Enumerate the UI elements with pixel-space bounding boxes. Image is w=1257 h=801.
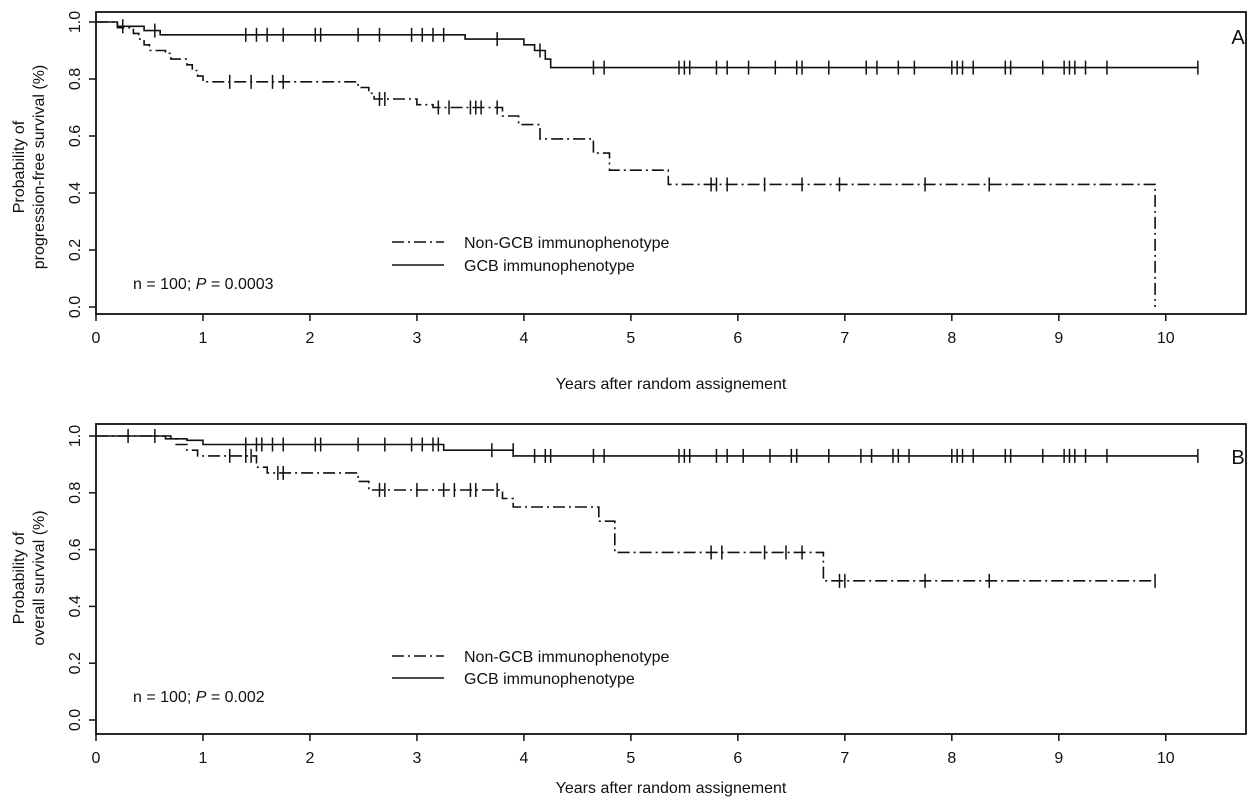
y-tick-label: 0.4: [67, 595, 84, 617]
y-axis-label-line1: Probability of: [11, 120, 28, 213]
legend: Non-GCB immunophenotype GCB immunophenot…: [392, 649, 670, 688]
x-axis-ticks: 0 1 2 3 4 5 6 7 8 9 10: [92, 314, 1175, 347]
y-tick-label: 0.2: [67, 652, 84, 674]
x-tick-label: 4: [519, 750, 528, 767]
x-tick-label: 1: [199, 330, 208, 347]
y-axis-label-line1: Probability of: [11, 531, 28, 624]
panel-b: 0 1 2 3 4 5 6 7 8 9 10 0.0 0.2 0.4 0.6 0.8 1.0 Probabil…: [11, 423, 1247, 797]
legend-label-gcb: GCB immunophenotype: [464, 258, 635, 275]
x-tick-label: 6: [733, 750, 742, 767]
x-tick-label: 3: [412, 330, 421, 347]
plot-frame: [95, 11, 1247, 315]
x-tick-label: 4: [519, 330, 528, 347]
censor-marks: [121, 19, 1199, 192]
x-tick-label: 9: [1054, 750, 1063, 767]
series-line-non-gcb: [96, 435, 1156, 582]
series-lines: [96, 21, 1198, 307]
x-tick-label: 9: [1054, 330, 1063, 347]
legend-label-gcb: GCB immunophenotype: [464, 671, 635, 688]
x-tick-label: 6: [733, 330, 742, 347]
annotation-n-p: n = 100; P = 0.0003: [133, 276, 274, 293]
legend-label-non-gcb: Non-GCB immunophenotype: [464, 235, 670, 252]
x-tick-label: 2: [306, 330, 315, 347]
x-tick-label: 5: [626, 750, 635, 767]
panel-a: 0 1 2 3 4 5 6 7 8 9 10 0.0 0.2 0.4 0.6 0.8 1.0 Probabil…: [11, 11, 1247, 393]
y-tick-label: 0.8: [67, 482, 84, 504]
y-tick-label: 0.8: [67, 68, 84, 90]
x-tick-label: 8: [947, 330, 956, 347]
x-tick-label: 5: [626, 330, 635, 347]
series-lines: [96, 435, 1198, 582]
x-tick-label: 0: [92, 750, 101, 767]
series-line-gcb: [96, 21, 1198, 69]
x-tick-label: 1: [199, 750, 208, 767]
x-axis-label: Years after random assignement: [556, 780, 787, 797]
panel-label: A: [1231, 27, 1245, 49]
y-tick-label: 0.6: [67, 538, 84, 560]
y-tick-label: 1.0: [67, 11, 84, 33]
y-tick-label: 1.0: [67, 425, 84, 447]
legend: Non-GCB immunophenotype GCB immunophenot…: [392, 235, 670, 275]
x-axis-ticks: 0 1 2 3 4 5 6 7 8 9 10: [92, 734, 1175, 767]
x-tick-label: 3: [412, 750, 421, 767]
plot-frame: [95, 423, 1247, 735]
x-tick-label: 0: [92, 330, 101, 347]
y-tick-label: 0.0: [67, 709, 84, 731]
y-axis-label-line2: overall survival (%): [31, 510, 48, 645]
x-tick-label: 2: [306, 750, 315, 767]
y-axis-ticks: 0.0 0.2 0.4 0.6 0.8 1.0: [67, 425, 96, 731]
y-tick-label: 0.2: [67, 239, 84, 261]
legend-label-non-gcb: Non-GCB immunophenotype: [464, 649, 670, 666]
panel-label: B: [1231, 447, 1244, 469]
series-line-non-gcb: [96, 21, 1156, 307]
censor-marks: [127, 429, 1199, 588]
y-axis-ticks: 0.0 0.2 0.4 0.6 0.8 1.0: [67, 11, 96, 318]
x-tick-label: 7: [840, 330, 849, 347]
y-tick-label: 0.4: [67, 182, 84, 204]
y-tick-label: 0.6: [67, 125, 84, 147]
x-tick-label: 7: [840, 750, 849, 767]
x-tick-label: 8: [947, 750, 956, 767]
x-tick-label: 10: [1157, 330, 1175, 347]
x-axis-label: Years after random assignement: [556, 376, 787, 393]
y-axis-label-line2: progression-free survival (%): [31, 65, 48, 270]
annotation-n-p: n = 100; P = 0.002: [133, 689, 265, 706]
y-tick-label: 0.0: [67, 296, 84, 318]
x-tick-label: 10: [1157, 750, 1175, 767]
